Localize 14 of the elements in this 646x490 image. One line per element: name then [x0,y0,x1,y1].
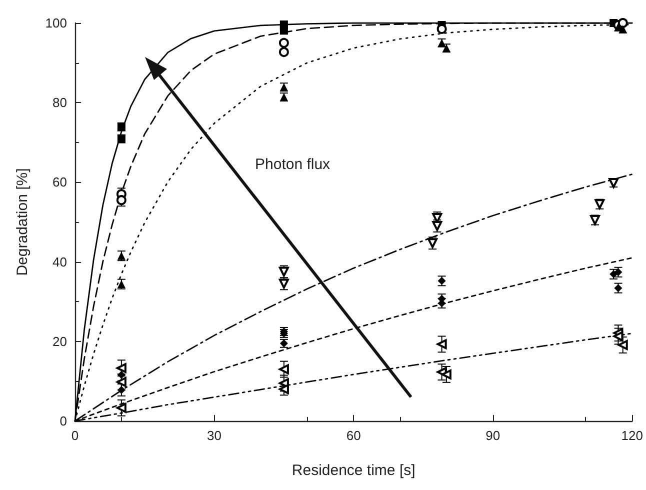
x-tick-label: 60 [346,428,361,443]
y-tick-label: 40 [52,254,67,270]
annotation: Photon flux [255,156,331,173]
y-tick-label: 100 [45,16,67,30]
x-tick-label: 0 [71,428,79,443]
x-tick-label: 30 [207,428,222,443]
x-tick-label: 120 [621,428,644,443]
x-tick-label: 90 [486,428,500,443]
x-axis-title: Residence time [s] [292,462,416,479]
y-tick-label: 60 [52,174,67,190]
y-axis-title: Degradation [%] [14,168,31,276]
y-tick-label: 20 [52,334,67,349]
y-tick-label: 0 [60,414,67,428]
y-tick-label: 80 [52,95,67,110]
